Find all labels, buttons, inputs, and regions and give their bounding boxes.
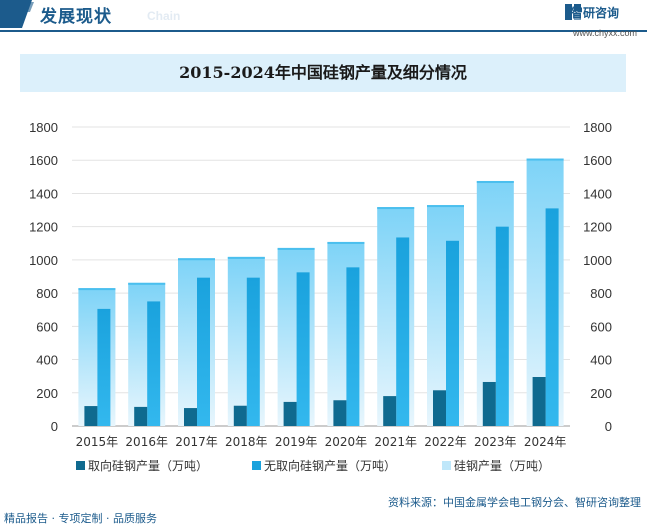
y-tick-label-left: 1600 [29,153,58,168]
y-tick-label-left: 1200 [29,220,58,235]
bar-total-cap [476,180,514,183]
bar-total-cap [427,205,464,208]
x-tick-label: 2024年 [524,435,567,449]
brand-logo-icon [565,4,581,20]
bar-non-oriented [246,277,260,426]
bar-non-oriented [545,208,559,426]
bar-non-oriented [147,301,161,426]
x-tick-label: 2020年 [325,435,368,449]
legend-label: 硅钢产量（万吨） [454,459,550,473]
header-rule [0,30,647,32]
y-tick-label-right: 1600 [583,153,612,168]
bar-non-oriented [97,308,111,426]
y-tick-label-right: 600 [590,319,612,334]
y-tick-label-right: 1800 [583,120,612,135]
legend-label: 取向硅钢产量（万吨） [88,458,208,473]
bar-oriented [532,376,546,426]
y-tick-label-left: 1800 [29,120,58,135]
bar-total-cap [78,288,116,291]
bar-oriented [383,396,397,426]
y-tick-label-right: 1000 [583,253,612,268]
header-subtitle: Chain [147,9,181,23]
header-title: 发展现状 [40,7,112,27]
legend-label: 无取向硅钢产量（万吨） [264,458,396,473]
y-tick-label-left: 1400 [29,186,58,201]
brand-url: www.chyxx.com [572,28,637,38]
x-tick-label: 2021年 [374,435,417,449]
bar-oriented [433,390,446,426]
header: 发展现状 Chain 智研咨询 www.chyxx.com [0,0,647,38]
bar-oriented [134,406,148,426]
bar-total-cap [227,256,265,259]
bar-non-oriented [346,267,360,426]
bar-total-cap [327,241,365,244]
chart-title-band [20,54,626,92]
y-tick-label-left: 800 [36,286,58,301]
x-tick-label: 2022年 [424,435,467,449]
x-tick-label: 2017年 [175,435,218,449]
footer-slogan: 精品报告 · 专项定制 · 品质服务 [4,512,157,525]
y-tick-label-left: 0 [51,419,58,434]
bar-oriented [233,405,247,426]
x-tick-label: 2016年 [125,435,168,449]
legend-swatch [76,461,85,470]
bar-total-cap [128,282,166,285]
y-tick-label-left: 400 [36,353,58,368]
x-tick-label: 2023年 [474,435,517,449]
y-tick-label-left: 1000 [29,253,58,268]
y-tick-label-right: 0 [605,419,612,434]
bar-total-cap [277,247,315,250]
bar-total-cap [178,258,215,261]
bar-oriented [184,408,197,426]
header-banner-icon [0,0,34,28]
y-tick-label-right: 1200 [583,220,612,235]
brand-name: 智研咨询 [570,6,619,20]
bar-oriented [482,381,496,426]
y-tick-label-right: 1400 [583,186,612,201]
bar-non-oriented [197,277,210,426]
x-tick-label: 2018年 [225,435,268,449]
bar-non-oriented [446,240,459,426]
y-tick-label-right: 200 [590,386,612,401]
y-tick-label-left: 600 [36,319,58,334]
y-tick-label-right: 800 [590,286,612,301]
bar-oriented [333,400,347,426]
legend-swatch [442,461,451,470]
bar-non-oriented [495,226,509,426]
legend-swatch [252,461,261,470]
bar-non-oriented [396,237,410,426]
bar-oriented [283,401,297,426]
bar-non-oriented [296,272,310,426]
source-note: 资料来源：中国金属学会电工钢分会、智研咨询整理 [388,496,641,509]
bar-total-cap [526,158,564,161]
y-tick-label-left: 200 [36,386,58,401]
x-tick-label: 2019年 [275,435,318,449]
y-tick-label-right: 400 [590,353,612,368]
chart-title: 2015-2024年中国硅钢产量及细分情况 [179,63,467,82]
bar-oriented [84,406,98,426]
x-tick-label: 2015年 [76,435,119,449]
bar-total-cap [377,207,415,210]
